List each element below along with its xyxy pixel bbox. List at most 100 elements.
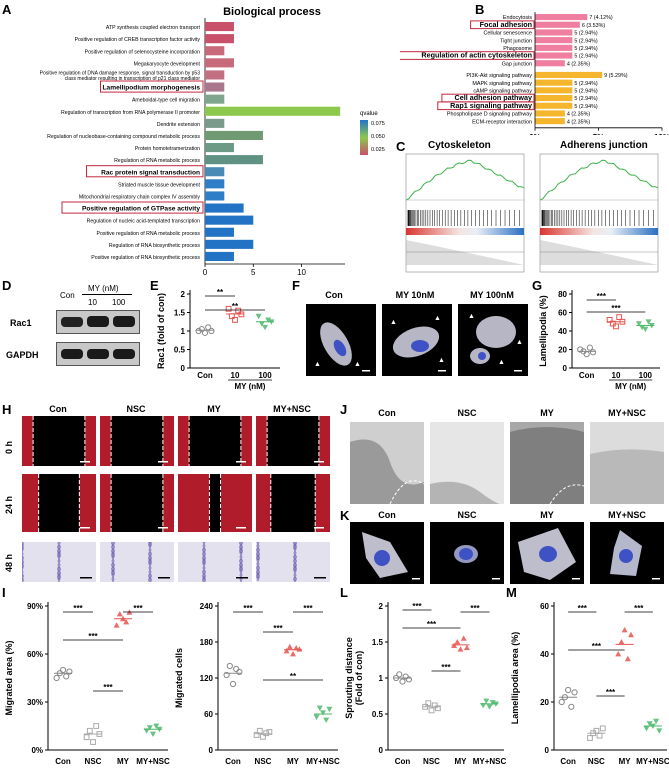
a-highlight-box	[86, 165, 204, 178]
b-bar	[535, 71, 603, 78]
chartI2-point	[286, 643, 293, 650]
b-category-label: Tight junction	[500, 38, 532, 44]
chartI2-ytick-label: 120	[200, 674, 214, 683]
k-image-my	[510, 522, 584, 584]
chartG-ytick-label: 80	[558, 290, 567, 299]
chartM-point	[618, 639, 625, 645]
a-xtick-label: 5	[251, 268, 256, 275]
chartG-point	[589, 349, 597, 356]
chartI1-category-label: MY+NSC	[136, 757, 170, 766]
k-image-nsc	[430, 522, 504, 584]
b-bar	[535, 87, 573, 94]
chartL-ylabel-line: (Fold of con)	[354, 651, 364, 705]
panel-a: Biological process ATP synthesis coupled …	[0, 0, 400, 275]
chartI2-category-label: MY	[287, 757, 300, 766]
h-image-r2-c2	[178, 542, 252, 582]
h-image-r1-c0	[22, 474, 96, 532]
chartE-ytick-label: 0	[181, 364, 186, 373]
chartL-sig-label: ***	[470, 604, 480, 613]
chartI2-category-label: NSC	[255, 757, 272, 766]
svg-text:▲: ▲	[498, 359, 505, 366]
chartL-point	[454, 639, 461, 645]
a-category-label-line: Positive regulation of DNA damage respon…	[40, 71, 201, 77]
chartI1-ylabel: Migrated area (%)	[4, 640, 14, 715]
panel-label-j: J	[340, 402, 348, 417]
panel-label-b: B	[475, 2, 485, 17]
chartI1-ytick-label: 90%	[27, 602, 43, 611]
a-bar	[205, 167, 225, 177]
a-bar	[205, 215, 254, 225]
panel-label-l: L	[340, 585, 348, 600]
chartI1-point	[143, 728, 150, 734]
chartE-sig-label: **	[217, 288, 224, 297]
chartI1-point	[93, 723, 100, 729]
a-bar	[205, 143, 234, 153]
b-value-label: 5 (2.94%)	[574, 46, 598, 52]
chartI1-category-label: NSC	[85, 757, 102, 766]
chartM-point	[656, 728, 663, 734]
b-value-label: 5 (2.94%)	[574, 38, 598, 44]
b-value-label: 5 (2.94%)	[574, 54, 598, 60]
a-category-label: Regulation of RNA biosynthetic process	[109, 243, 201, 249]
b-bar	[535, 21, 580, 28]
chartG-ytick-label: 60	[558, 309, 567, 318]
chartL-point	[399, 678, 406, 685]
svg-text:▲: ▲	[468, 313, 475, 320]
chartI2-point	[223, 671, 230, 679]
chartE-ytick-label: 1	[181, 327, 186, 336]
chartL-ylabel-line: Sprouting distance	[344, 637, 354, 719]
chartI2-point	[229, 680, 237, 688]
b-category-label: MAPK signaling pathway	[472, 81, 532, 87]
chartL-point	[460, 635, 467, 641]
chartI2-category-label: Con	[225, 757, 241, 766]
a-category-label-line: class mediator resulting in transcriptio…	[65, 76, 201, 82]
panel-h: Con NSC MY MY+NSC 0 h 24 h 48 h	[0, 402, 340, 582]
chartL-ytick-label: 2	[379, 602, 384, 611]
chartI1-point	[59, 666, 67, 674]
chartG-xlabel: MY (nM)	[615, 382, 646, 391]
western-con-label: Con	[60, 291, 75, 300]
svg-text:▲: ▲	[314, 361, 321, 368]
chartL-point	[486, 704, 493, 710]
b-category-label: Phagosome	[503, 46, 532, 52]
chartI2-point	[266, 729, 273, 735]
panel-label-h: H	[2, 402, 12, 417]
b-bar	[535, 110, 565, 117]
panel-c: Cytoskeleton Adherens junction	[400, 140, 669, 275]
h-col-mynsc: MY+NSC	[273, 404, 311, 414]
j-image-con	[350, 422, 424, 504]
western-header-line	[82, 294, 132, 295]
chartI2-point	[260, 733, 266, 740]
western-blot-gapdh	[56, 342, 140, 366]
chartM-point	[646, 721, 653, 727]
chartI2-point	[290, 651, 296, 657]
a-bar	[205, 130, 263, 140]
a-title: Biological process	[223, 6, 321, 18]
western-blot-rac1	[56, 310, 140, 334]
k-col-mynsc: MY+NSC	[608, 510, 646, 520]
chartI2-point	[323, 717, 330, 723]
chartM-ytick-label: 40	[540, 650, 549, 659]
a-bar	[205, 58, 234, 68]
b-category-label: Gap junction	[502, 61, 532, 67]
chartM-ytick-label: 60	[540, 602, 549, 611]
panel-d: MY (nM) Con 10 100 Rac1 GAPDH	[0, 278, 150, 398]
panel-label-a: A	[2, 2, 12, 17]
western-row-gapdh: GAPDH	[6, 350, 39, 360]
a-category-label: ATP synthesis coupled electron transport	[106, 25, 201, 31]
chartG-point	[616, 314, 623, 321]
chartE-point	[258, 321, 265, 327]
b-value-label: 5 (2.94%)	[574, 104, 598, 110]
chartI1-point	[123, 619, 130, 625]
chartM-point	[587, 735, 593, 741]
k-image-mynsc	[590, 522, 664, 584]
b-bar	[535, 79, 573, 86]
chartM-sig-label: ***	[606, 688, 616, 697]
chartI2-point	[233, 665, 240, 673]
chartL-sig-label: ***	[427, 620, 437, 629]
chartI1-point	[53, 674, 60, 682]
f-image-my100: ▲ ▲ ▲	[458, 304, 528, 376]
chartM-point	[565, 686, 572, 694]
a-xtick-label: 0	[203, 268, 208, 275]
f-label-con: Con	[325, 290, 343, 300]
